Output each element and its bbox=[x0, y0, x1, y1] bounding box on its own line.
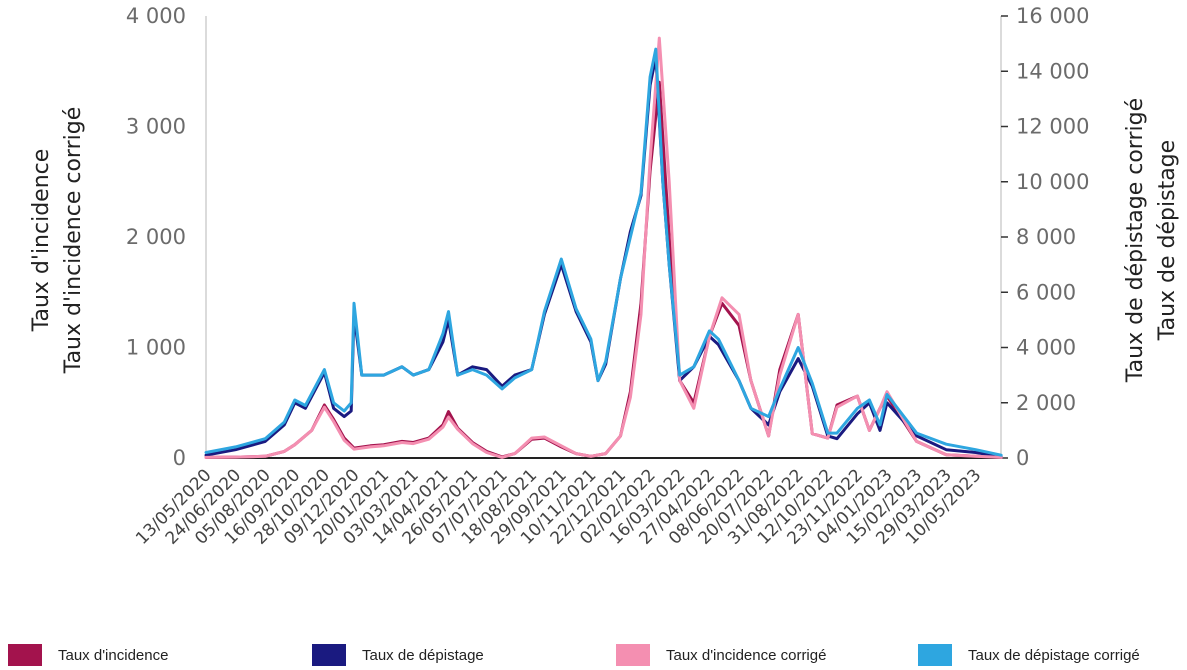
right-tick-label: 10 000 bbox=[1016, 170, 1089, 194]
series-line-taux-de-depistage bbox=[204, 55, 1003, 459]
legend-swatch-taux-incidence-corrige bbox=[616, 644, 650, 666]
left-tick-label: 2 000 bbox=[126, 225, 186, 249]
right-axis-ticks: 0 2 000 4 000 6 000 8 000 10 000 12 000 14 000 1… bbox=[1001, 4, 1089, 470]
left-axis-ticks: 0 1 000 2 000 3 000 4 000 bbox=[126, 4, 186, 470]
right-tick-label: 4 000 bbox=[1016, 336, 1076, 360]
legend: Taux d'incidence Taux de dépistage Taux … bbox=[0, 640, 1187, 670]
legend-item-taux-depistage: Taux de dépistage bbox=[312, 640, 484, 670]
right-tick-label: 12 000 bbox=[1016, 115, 1089, 139]
right-tick-label: 16 000 bbox=[1016, 4, 1089, 28]
legend-item-taux-depistage-corrige: Taux de dépistage corrigé bbox=[918, 640, 1140, 670]
left-axis-title-line-2: Taux d'incidence corrigé bbox=[61, 107, 86, 374]
legend-label-taux-depistage-corrige: Taux de dépistage corrigé bbox=[968, 646, 1140, 664]
left-tick-label: 3 000 bbox=[126, 115, 186, 139]
legend-item-taux-incidence-corrige: Taux d'incidence corrigé bbox=[616, 640, 826, 670]
series-line-taux-de-depistage-corrige bbox=[204, 47, 1003, 457]
legend-label-taux-depistage: Taux de dépistage bbox=[362, 646, 484, 664]
right-axis-title-line-2: Taux de dépistage bbox=[1155, 140, 1180, 341]
legend-item-taux-incidence: Taux d'incidence bbox=[8, 640, 168, 670]
legend-swatch-taux-depistage-corrige bbox=[918, 644, 952, 666]
legend-swatch-taux-incidence bbox=[8, 644, 42, 666]
left-tick-label: 4 000 bbox=[126, 4, 186, 28]
right-axis-title-line-1: Taux de dépistage corrigé bbox=[1123, 98, 1148, 383]
series-line-taux-d-incidence-corrige bbox=[204, 36, 1003, 459]
right-tick-label: 6 000 bbox=[1016, 280, 1076, 304]
x-axis-ticks: 13/05/202024/06/202005/08/202016/09/2020… bbox=[132, 465, 985, 548]
right-tick-label: 2 000 bbox=[1016, 391, 1076, 415]
legend-swatch-taux-depistage bbox=[312, 644, 346, 666]
left-axis-title-line-1: Taux d'incidence bbox=[29, 149, 54, 333]
left-tick-label: 1 000 bbox=[126, 336, 186, 360]
right-tick-label: 0 bbox=[1016, 446, 1029, 470]
axis-layer bbox=[205, 16, 1002, 459]
legend-label-taux-incidence: Taux d'incidence bbox=[58, 646, 169, 664]
legend-label-taux-incidence-corrige: Taux d'incidence corrigé bbox=[666, 646, 827, 664]
series-layer bbox=[204, 36, 1003, 459]
right-tick-label: 8 000 bbox=[1016, 225, 1076, 249]
chart-area: 0 1 000 2 000 3 000 4 000 0 2 000 4 000 6 000 8 … bbox=[29, 4, 1180, 549]
right-tick-label: 14 000 bbox=[1016, 59, 1089, 83]
left-tick-label: 0 bbox=[173, 446, 186, 470]
